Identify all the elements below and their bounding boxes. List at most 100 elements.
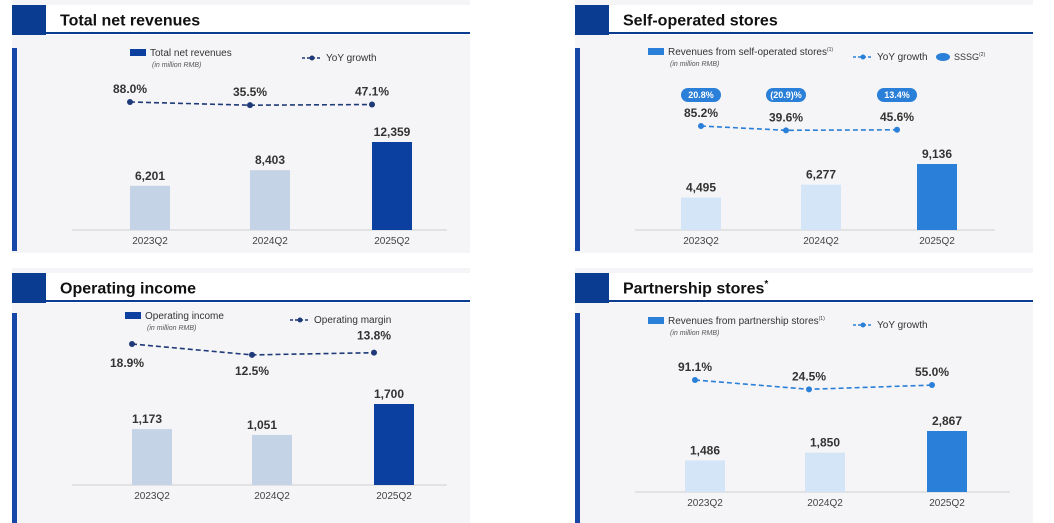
panel-title: Total net revenues xyxy=(60,12,201,30)
line-series xyxy=(700,125,898,132)
legend-unit: (in million RMB) xyxy=(670,330,719,337)
line-value-label: 12.5% xyxy=(235,364,269,378)
panel-title: Self-operated stores xyxy=(623,12,778,30)
x-tick-label: 2024Q2 xyxy=(807,498,843,509)
legend-unit: (in million RMB) xyxy=(147,325,196,332)
sssg-pill xyxy=(681,88,721,102)
bar-value-label: 4,495 xyxy=(686,181,716,195)
line-point xyxy=(894,126,900,133)
line-point xyxy=(127,99,133,105)
line-point xyxy=(129,341,135,347)
bar-value-label: 2,867 xyxy=(932,414,962,428)
panel-header: Operating income xyxy=(12,273,470,303)
panel-self-operated-stores: Self-operated stores Revenues from self-… xyxy=(575,0,1033,253)
bar-value-label: 1,051 xyxy=(247,418,277,432)
bar xyxy=(252,434,292,485)
legend-pill-swatch xyxy=(936,53,950,61)
x-tick-label: 2025Q2 xyxy=(919,236,955,247)
panel-partnership-stores: Partnership stores* Revenues from partne… xyxy=(575,268,1033,523)
line-value-label: 85.2% xyxy=(684,106,718,120)
panel-title: Partnership stores* xyxy=(623,279,769,298)
chart-total-net-revenues: Total net revenues (in million RMB) YoY gr… xyxy=(72,48,447,247)
x-tick-label: 2023Q2 xyxy=(134,491,170,502)
legend-unit: (in million RMB) xyxy=(152,62,201,69)
chart-partnership-stores: Revenues from partnership stores(1) (in m… xyxy=(635,316,1010,509)
line-value-label: 47.1% xyxy=(355,84,389,98)
legend-bar-swatch xyxy=(125,312,141,319)
panel-title: Operating income xyxy=(60,280,197,298)
panel-header: Self-operated stores xyxy=(575,5,1033,35)
header-accent xyxy=(575,5,609,35)
header-accent xyxy=(575,273,609,303)
x-tick-label: 2025Q2 xyxy=(376,491,412,502)
line-point xyxy=(783,127,789,134)
bar xyxy=(681,197,721,230)
line-value-label: 39.6% xyxy=(769,110,803,124)
x-tick-label: 2023Q2 xyxy=(687,498,723,509)
header-rule xyxy=(609,32,1033,34)
bar-value-label: 6,277 xyxy=(806,168,836,182)
bar xyxy=(805,452,845,492)
sssg-value-label: 20.8% xyxy=(688,90,714,100)
panel-header: Total net revenues xyxy=(12,5,470,35)
legend-bar-swatch xyxy=(648,317,664,324)
bar-value-label: 8,403 xyxy=(255,153,285,167)
bar xyxy=(927,431,967,492)
line-point xyxy=(929,382,935,389)
header-rule xyxy=(46,32,470,34)
bar-value-label: 6,201 xyxy=(135,169,165,183)
x-tick-label: 2023Q2 xyxy=(132,236,168,247)
line-value-label: 55.0% xyxy=(915,365,949,379)
legend-bar-label: Total net revenues xyxy=(150,48,232,59)
line-value-label: 18.9% xyxy=(110,356,144,370)
bar-value-label: 12,359 xyxy=(374,125,411,139)
panel-header: Partnership stores* xyxy=(575,273,1033,303)
line-value-label: 35.5% xyxy=(233,85,267,99)
bar-value-label: 9,136 xyxy=(922,147,952,161)
sssg-value-label: (20.9)% xyxy=(770,90,802,100)
sssg-value-label: 13.4% xyxy=(884,90,910,100)
line-point xyxy=(369,101,375,108)
line-point xyxy=(249,351,255,358)
legend-line-marker xyxy=(860,54,866,60)
panel-left-accent xyxy=(12,48,17,251)
line-value-label: 13.8% xyxy=(357,329,391,343)
bar-value-label: 1,486 xyxy=(690,443,720,457)
chart-operating-income: Operating income (in million RMB) Operatin… xyxy=(72,311,447,502)
header-rule xyxy=(46,300,470,302)
bar xyxy=(374,404,414,485)
bar-value-label: 1,700 xyxy=(374,387,404,401)
legend-bar-swatch xyxy=(648,48,664,55)
legend-bar-label: Revenues from partnership stores(1) xyxy=(668,316,825,327)
bar xyxy=(372,142,412,230)
x-tick-label: 2025Q2 xyxy=(374,236,410,247)
legend-bar-label: Revenues from self-operated stores(1) xyxy=(668,47,833,58)
bar xyxy=(130,185,170,230)
x-tick-label: 2024Q2 xyxy=(252,236,288,247)
line-point xyxy=(692,377,698,383)
sssg-pill xyxy=(766,88,806,102)
bar xyxy=(132,429,172,485)
line-value-label: 88.0% xyxy=(113,82,147,96)
legend-line-label: YoY growth xyxy=(877,320,928,331)
line-point xyxy=(806,386,812,393)
bar xyxy=(685,460,725,492)
legend-line-label: YoY growth xyxy=(326,53,377,64)
legend-line-marker xyxy=(860,322,866,328)
legend-line-label: Operating margin xyxy=(314,315,391,326)
chart-self-operated-stores: Revenues from self-operated stores(1) (in… xyxy=(635,47,995,247)
header-accent xyxy=(12,5,46,35)
x-tick-label: 2024Q2 xyxy=(803,236,839,247)
line-point xyxy=(247,102,253,109)
legend-line-marker xyxy=(297,317,303,323)
panel-left-accent xyxy=(575,48,580,251)
x-tick-label: 2025Q2 xyxy=(929,498,965,509)
legend-pill-label: SSSG(2) xyxy=(954,52,985,62)
x-tick-label: 2023Q2 xyxy=(683,236,719,247)
line-value-label: 24.5% xyxy=(792,369,826,383)
bar-value-label: 1,850 xyxy=(810,436,840,450)
panel-operating-income: Operating income Operating income (in mil… xyxy=(12,268,470,523)
legend-unit: (in million RMB) xyxy=(670,61,719,68)
x-tick-label: 2024Q2 xyxy=(254,491,290,502)
line-point xyxy=(698,123,704,129)
